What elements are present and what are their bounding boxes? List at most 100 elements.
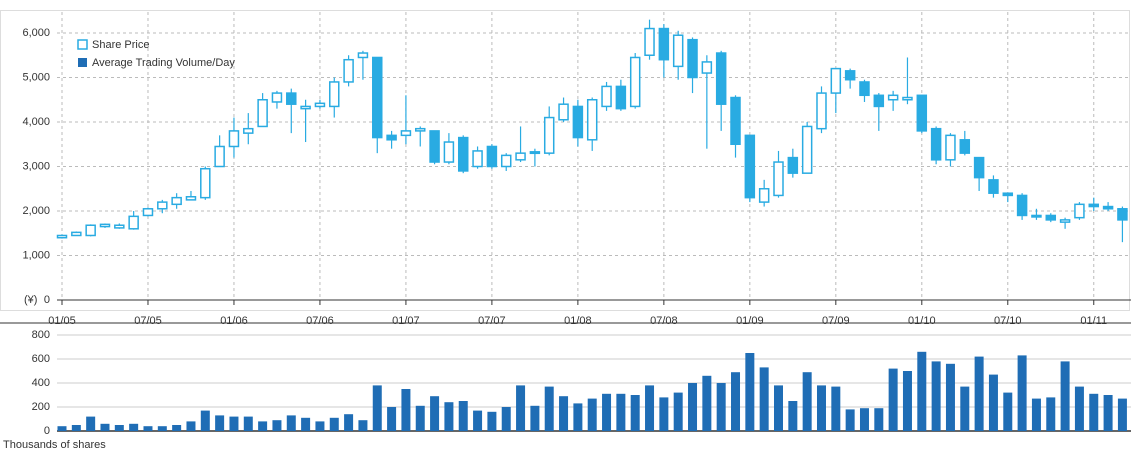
bar <box>673 392 683 431</box>
candle-body <box>801 125 813 174</box>
candle-body <box>1117 208 1128 221</box>
x-tick-label: 01/11 <box>1080 315 1107 327</box>
y-tick-label: 0 <box>44 294 50 306</box>
candle-body <box>486 145 498 168</box>
candle-body <box>372 56 383 139</box>
bar <box>960 386 970 431</box>
candle-body <box>1088 203 1100 208</box>
candle-body <box>257 99 268 128</box>
x-tick-label: 07/06 <box>306 315 334 327</box>
y-tick-label: 1,000 <box>22 249 50 261</box>
legend-label: Share Price <box>92 39 149 51</box>
x-tick-label: 01/10 <box>908 315 936 327</box>
candle-body <box>271 92 283 103</box>
candle-body <box>472 150 483 168</box>
bar <box>315 421 325 431</box>
bar <box>114 425 124 431</box>
candle-body <box>85 224 96 237</box>
bar <box>229 416 239 431</box>
candle-body <box>601 85 612 108</box>
candle-body <box>1045 214 1057 221</box>
bar <box>243 416 253 431</box>
bar <box>988 374 998 431</box>
candle-body <box>415 127 426 132</box>
bar <box>301 417 311 431</box>
bar <box>344 414 354 431</box>
bar <box>945 363 955 431</box>
bar <box>215 415 225 431</box>
candle-body <box>343 58 354 83</box>
x-tick-label: 07/07 <box>478 315 506 327</box>
bar <box>845 409 855 431</box>
candle-body <box>200 167 211 199</box>
bar <box>802 372 812 431</box>
legend-swatch <box>78 58 87 67</box>
candle-body <box>1002 192 1014 197</box>
y-axis-label: (¥) <box>24 294 37 306</box>
candle-body <box>687 38 698 79</box>
bar <box>1117 398 1127 431</box>
x-tick-label: 01/05 <box>48 315 76 327</box>
candle-body <box>887 94 899 101</box>
bar <box>143 426 153 431</box>
candle-body <box>543 116 555 154</box>
candle-body <box>71 231 82 237</box>
bar <box>702 375 712 431</box>
candle-body <box>243 127 254 134</box>
y-tick-label: 400 <box>32 377 50 389</box>
candle-body <box>99 223 111 228</box>
candle-body <box>988 179 999 194</box>
y-axis-label: Thousands of shares <box>3 439 106 451</box>
bar <box>774 385 783 431</box>
candle-body <box>443 141 455 163</box>
bar <box>716 383 726 431</box>
candle-body <box>114 224 125 229</box>
candle-body <box>629 56 641 108</box>
bar <box>1017 355 1027 431</box>
candle-body <box>615 85 627 110</box>
bar <box>415 405 425 431</box>
candle-body <box>1059 219 1071 223</box>
candle-body <box>429 130 440 163</box>
x-tick-label: 01/08 <box>564 315 592 327</box>
candle-body <box>701 61 713 74</box>
candle-body <box>171 196 182 206</box>
bar <box>516 385 526 431</box>
y-tick-label: 5,000 <box>22 71 50 83</box>
bar <box>458 401 468 431</box>
bar <box>530 405 540 431</box>
candle-body <box>386 134 397 141</box>
bar <box>816 385 826 431</box>
bar <box>286 415 296 431</box>
candle-body <box>902 96 913 101</box>
bar <box>731 372 741 431</box>
bar <box>358 420 368 431</box>
bar <box>272 420 282 431</box>
bar <box>902 371 912 431</box>
bar <box>186 421 196 431</box>
bar <box>430 396 440 431</box>
bar <box>630 395 640 431</box>
candle-body <box>644 27 655 56</box>
x-tick-label: 01/06 <box>220 315 248 327</box>
bar <box>172 425 182 431</box>
bar <box>501 407 511 431</box>
candle-body <box>56 234 68 239</box>
x-tick-label: 01/07 <box>392 315 420 327</box>
bar <box>745 353 755 431</box>
candle-body <box>715 52 727 105</box>
bar <box>100 423 110 431</box>
bar <box>473 410 483 431</box>
bar <box>329 417 339 431</box>
bar <box>616 393 626 431</box>
candle-body <box>457 136 469 172</box>
x-tick-label: 07/05 <box>134 315 162 327</box>
candle-body <box>558 103 569 121</box>
bar <box>1046 397 1056 431</box>
bar <box>831 386 841 431</box>
bar <box>874 408 884 431</box>
candle-body <box>572 105 584 139</box>
y-tick-label: 3,000 <box>22 160 50 172</box>
candle-body <box>859 81 870 97</box>
